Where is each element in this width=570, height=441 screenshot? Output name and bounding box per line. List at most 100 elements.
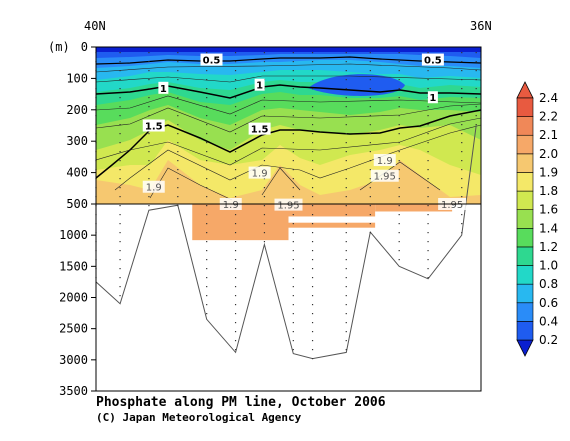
station-dot xyxy=(206,259,208,261)
station-dot xyxy=(234,313,237,315)
station-dot xyxy=(398,205,400,207)
station-dot xyxy=(206,52,208,54)
colorbar-swatch xyxy=(516,265,534,285)
station-dot xyxy=(369,61,371,63)
station-dot xyxy=(292,160,294,162)
station-dot xyxy=(475,52,477,54)
station-dot xyxy=(461,196,463,198)
station-dot xyxy=(292,259,294,261)
station-dot xyxy=(427,169,429,171)
station-dot xyxy=(475,124,477,126)
station-dot xyxy=(369,124,371,126)
station-dot xyxy=(177,70,179,72)
contour-label: 1.95 xyxy=(441,200,463,211)
station-dot xyxy=(475,88,477,90)
y-tick-label: 2000 xyxy=(59,291,88,305)
station-dot xyxy=(427,232,429,234)
station-dot xyxy=(398,88,400,90)
station-dot xyxy=(311,88,314,90)
station-dot xyxy=(311,79,314,81)
station-dot xyxy=(369,133,371,135)
station-dot xyxy=(119,277,121,279)
station-dot xyxy=(119,160,121,162)
station-dot xyxy=(234,223,237,225)
y-tick-label: 0 xyxy=(81,40,88,54)
contour-label: 1.9 xyxy=(223,200,239,211)
station-dot xyxy=(345,295,347,297)
station-dot xyxy=(177,97,179,99)
station-dot xyxy=(427,115,429,117)
station-dot xyxy=(234,286,237,288)
station-dot xyxy=(234,322,237,324)
station-dot xyxy=(311,178,314,180)
station-dot xyxy=(206,232,208,234)
y-tick-label: 3500 xyxy=(59,384,88,398)
station-dot xyxy=(369,178,371,180)
contour-label: 1.9 xyxy=(146,183,162,194)
station-dot xyxy=(234,79,237,81)
station-dot xyxy=(345,250,347,252)
station-dot xyxy=(345,88,347,90)
station-dot xyxy=(311,259,314,261)
station-dot xyxy=(234,133,237,135)
y-tick-label: 2500 xyxy=(59,322,88,336)
station-dot xyxy=(234,340,237,342)
station-dot xyxy=(119,232,121,234)
contour-label: 1 xyxy=(429,93,436,104)
station-dot xyxy=(345,241,347,243)
station-dot xyxy=(177,115,179,117)
contour-label: 1.5 xyxy=(251,125,269,136)
station-dot xyxy=(177,151,179,153)
station-dot xyxy=(177,196,179,198)
station-dot xyxy=(234,187,237,189)
station-dot xyxy=(311,115,314,117)
station-dot xyxy=(119,169,121,171)
station-dot xyxy=(461,169,463,171)
station-dot xyxy=(475,97,477,99)
station-dot xyxy=(345,196,347,198)
station-dot xyxy=(206,79,208,81)
station-dot xyxy=(234,295,237,297)
station-dot xyxy=(345,61,347,63)
station-dot xyxy=(427,214,429,216)
station-dot xyxy=(345,259,347,261)
station-dot xyxy=(369,88,371,90)
y-tick-label: 100 xyxy=(66,71,88,85)
station-dot xyxy=(427,241,429,243)
colorbar-tick-label: 2.0 xyxy=(539,147,558,161)
station-dot xyxy=(427,250,429,252)
station-dot xyxy=(311,52,314,54)
station-dot xyxy=(369,160,371,162)
station-dot xyxy=(234,61,237,63)
station-dot xyxy=(234,304,237,306)
station-dot xyxy=(345,79,347,81)
station-dot xyxy=(206,214,208,216)
station-dot xyxy=(292,241,294,243)
station-dot xyxy=(427,196,429,198)
station-dot xyxy=(148,196,150,198)
station-dot xyxy=(369,115,371,117)
contour-label-bg xyxy=(142,180,165,193)
station-dot xyxy=(148,115,150,117)
station-dot xyxy=(311,70,314,72)
contour-labels: 0.5 0.5 1 1 1 1.5 1.5 1.9 1.9 1.9 1.95 1.9 1.95 1.95 xyxy=(142,53,467,212)
station-dot xyxy=(292,349,294,351)
station-dot xyxy=(119,88,121,90)
station-dot xyxy=(345,70,347,72)
deep-patch xyxy=(192,204,289,241)
colorbar-tick-label: 1.8 xyxy=(539,184,558,198)
station-dot xyxy=(345,268,347,270)
station-dot xyxy=(311,304,314,306)
station-dot xyxy=(345,169,347,171)
station-dot xyxy=(206,277,208,279)
station-dot xyxy=(234,232,237,234)
station-dot xyxy=(345,160,347,162)
station-dot xyxy=(292,124,294,126)
contour-label-bg xyxy=(421,53,444,66)
station-dot xyxy=(292,214,294,216)
station-dot xyxy=(345,124,347,126)
station-dot xyxy=(119,187,121,189)
station-dot xyxy=(177,187,179,189)
y-tick-label: 200 xyxy=(66,103,88,117)
station-dot xyxy=(177,61,179,63)
